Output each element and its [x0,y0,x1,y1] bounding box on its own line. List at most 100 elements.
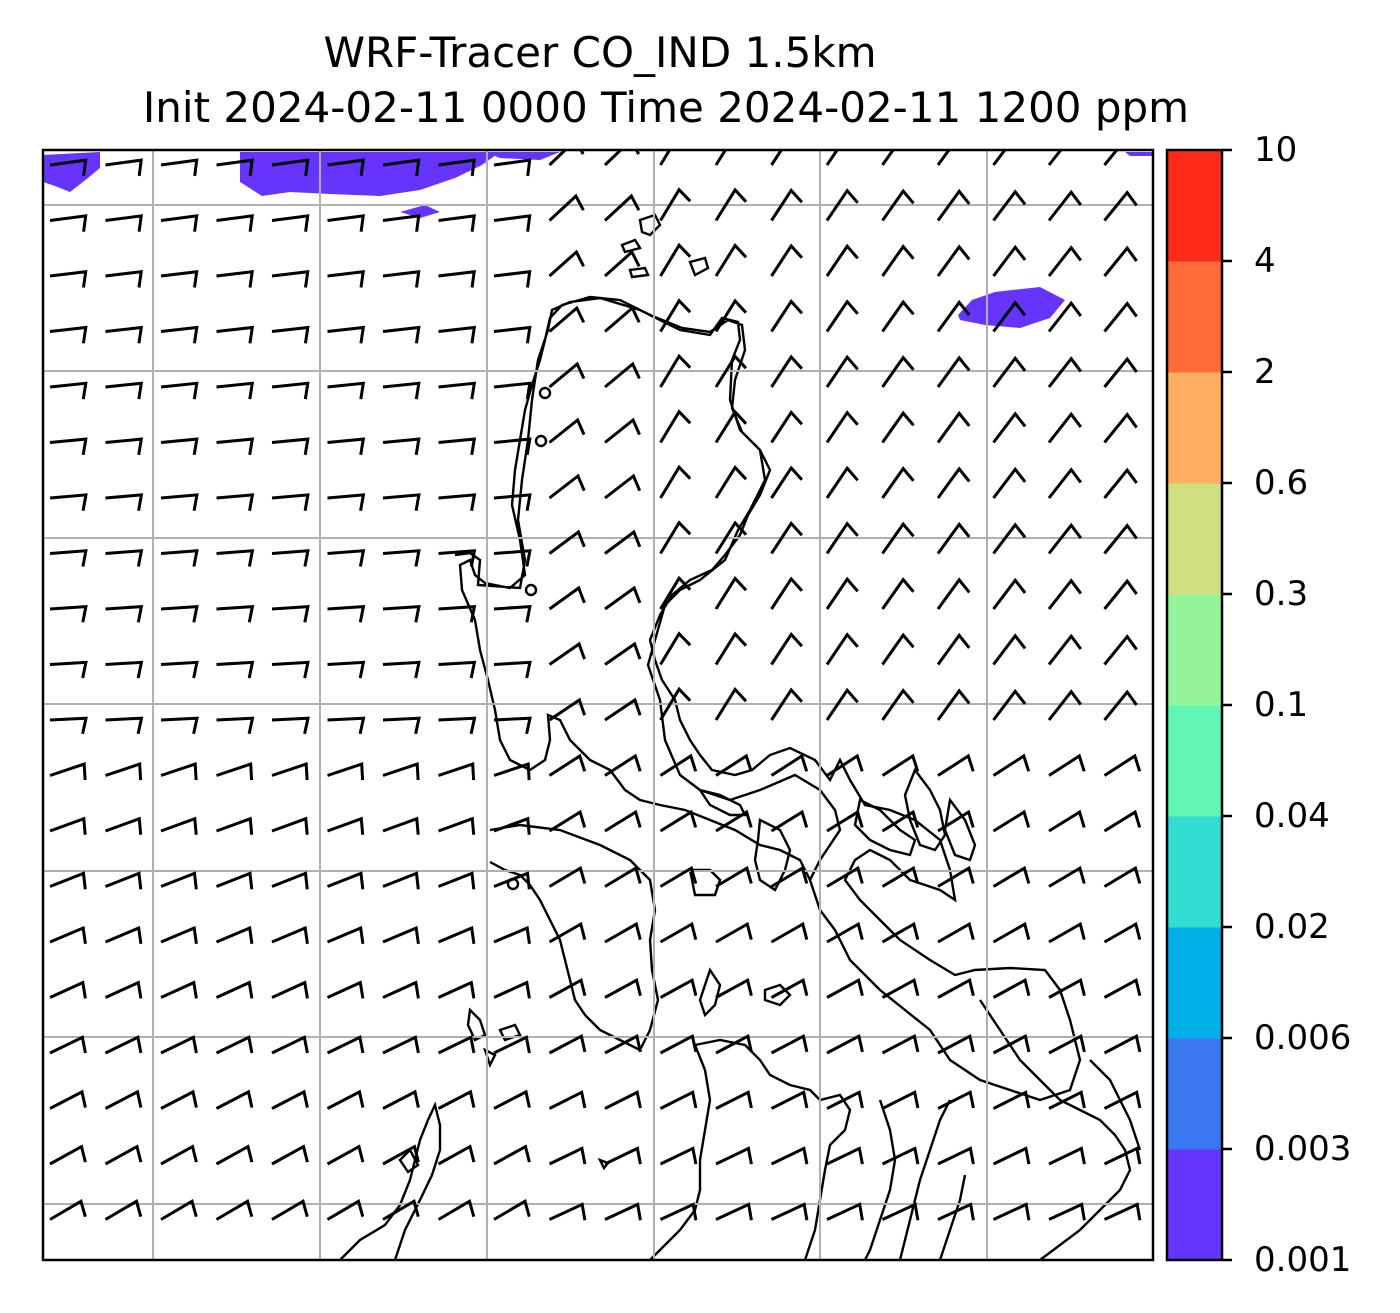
colorbar-tick-label: 0.6 [1254,463,1309,503]
wind-barb [437,1144,476,1166]
wind-barb [604,753,642,777]
wind-barb [382,549,421,567]
plume-north [240,152,500,196]
wind-barb [160,660,199,679]
wind-barb [992,809,1031,833]
wind-barb [659,921,698,944]
wind-barb [548,473,586,500]
wind-barb [604,529,642,555]
wind-barb [659,1090,698,1110]
wind-barb [49,762,87,781]
wind-barb [49,1144,87,1166]
wind-barb [326,1035,365,1055]
wind-barb [770,977,809,999]
wind-barb [992,1090,1031,1110]
coastline-east-islands [853,767,977,862]
wind-barb [881,753,920,777]
wind-barb [659,809,698,833]
wind-barb [49,493,88,511]
wind-barb [825,299,859,333]
wind-barb [271,762,309,781]
wind-barb [1103,412,1138,444]
wind-barb [105,604,144,623]
wind-barb [548,641,586,666]
wind-barb [770,243,804,277]
colorbar-tick-label: 0.003 [1254,1129,1352,1169]
wind-barb [271,1035,309,1055]
wind-barb [327,549,366,567]
wind-barb [936,466,971,499]
wind-barb [881,244,915,277]
wind-barb [826,921,864,944]
wind-barb [438,604,477,623]
wind-barb [548,921,587,944]
wind-barb [326,925,365,945]
wind-barb [881,466,915,499]
wind-barb [936,632,971,666]
wind-barb [382,1035,420,1055]
wind-barb [327,493,366,511]
wind-barb [1103,150,1137,166]
colorbar-tick-label: 0.02 [1254,907,1330,947]
wind-barb [714,520,748,555]
wind-barb [1048,865,1086,888]
wind-barb [326,1089,365,1110]
wind-barb [1103,1090,1142,1110]
wind-barb [659,409,692,444]
wind-barb [493,493,532,511]
wind-barb [104,980,143,999]
wind-barb [770,409,804,444]
colorbar-bin [1167,705,1222,817]
wind-barb [49,980,87,999]
colorbar-bin [1167,372,1222,484]
colorbar-tick-label: 0.1 [1254,685,1309,725]
wind-barb [1048,921,1086,944]
wind-barb [160,925,198,945]
wind-barb [826,809,864,833]
wind-barb [770,865,809,888]
wind-barb [493,1144,531,1166]
wind-barb [1103,921,1142,944]
wind-barb [438,158,476,177]
wind-barb [216,325,255,344]
wind-barb [1047,689,1082,721]
wind-barb [493,716,532,735]
wind-barb [937,1033,975,1055]
wind-barb [105,493,144,511]
wind-barb [826,865,864,888]
wind-barb [271,381,310,400]
wind-barb [659,1033,698,1055]
wind-barb [604,1202,642,1221]
wind-barb [881,150,895,166]
plume-north-small [400,205,440,218]
wind-barb [215,871,254,890]
wind-barb [714,576,748,610]
wind-barb [715,753,753,777]
wind-barb [49,716,88,735]
wind-barb [382,158,421,177]
map-frame [41,148,1155,1262]
wind-barb [271,925,309,945]
wind-barb [770,298,804,333]
wind-barb [437,1089,476,1110]
wind-barb [770,1202,809,1221]
colorbar [1167,150,1222,1261]
wind-barb [825,188,859,222]
wind-barb [216,214,254,232]
wind-barb [1047,633,1082,666]
wind-barb [105,381,144,400]
wind-barb [382,816,420,835]
wind-barb [659,977,698,999]
wind-barb [992,921,1031,944]
wind-barb [160,158,199,177]
wind-barb [881,632,915,666]
wind-barb [936,688,971,721]
wind-barb [215,925,254,945]
wind-barb [825,354,859,388]
wind-barb [603,150,641,167]
wind-barb [104,1144,143,1166]
wind-barb [715,1033,753,1055]
wind-barb [1103,578,1138,610]
wind-barb [327,716,366,735]
wind-barb [327,660,366,679]
